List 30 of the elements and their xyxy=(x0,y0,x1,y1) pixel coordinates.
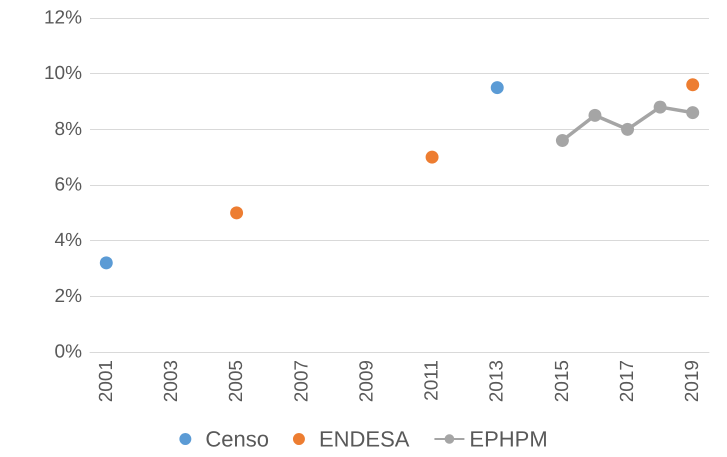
x-tick-label: 2015 xyxy=(552,360,573,402)
x-tick-label: 2011 xyxy=(422,360,443,401)
y-tick-label: 10% xyxy=(44,63,82,84)
point xyxy=(100,256,113,270)
y-tick-label: 0% xyxy=(54,342,82,362)
point xyxy=(621,122,634,136)
x-tick-label: 2003 xyxy=(160,360,182,402)
point xyxy=(426,150,439,164)
legend-label: EPHPM xyxy=(469,426,548,452)
x-tick-label: 2017 xyxy=(617,360,638,402)
point xyxy=(490,81,504,94)
y-tick-label: 12% xyxy=(44,8,82,28)
point xyxy=(654,100,667,114)
x-tick-label: 2001 xyxy=(96,360,117,402)
point xyxy=(588,108,602,122)
legend-label: Censo xyxy=(205,426,269,452)
point xyxy=(230,206,244,220)
x-tick-label: 2009 xyxy=(356,360,378,402)
point xyxy=(556,134,569,147)
point xyxy=(686,78,700,92)
x-tick-label: 2007 xyxy=(291,360,312,402)
point xyxy=(686,106,700,120)
y-tick-label: 8% xyxy=(54,118,82,140)
x-tick-label: 2013 xyxy=(486,360,508,402)
y-tick-label: 2% xyxy=(54,286,82,307)
legend-label: ENDESA xyxy=(318,426,410,452)
y-tick-label: 6% xyxy=(54,174,82,196)
y-tick-label: 4% xyxy=(54,230,82,252)
x-tick-label: 2019 xyxy=(682,360,704,402)
x-tick-label: 2005 xyxy=(226,360,248,402)
